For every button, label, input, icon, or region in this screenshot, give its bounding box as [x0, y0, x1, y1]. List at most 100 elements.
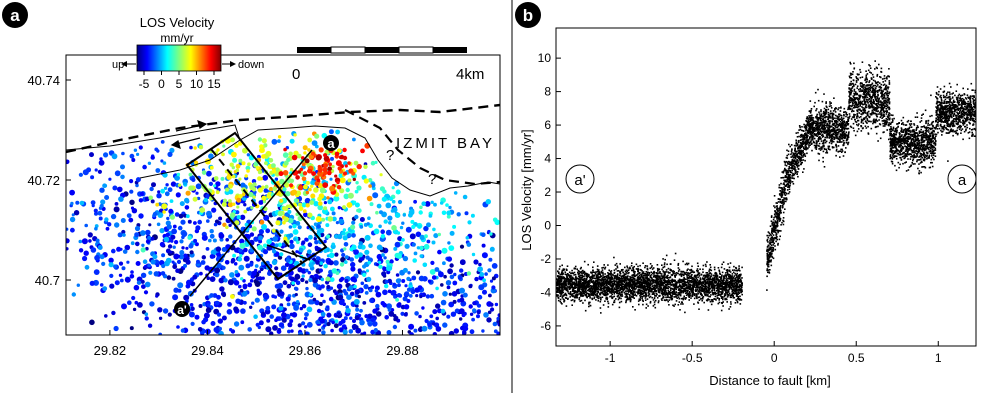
map-point — [233, 262, 238, 266]
map-point — [289, 319, 294, 323]
map-point — [351, 220, 356, 225]
map-point — [259, 219, 265, 225]
map-point — [297, 170, 302, 174]
map-point — [343, 260, 348, 264]
profile-point — [561, 303, 563, 305]
map-point — [230, 212, 236, 218]
map-point — [364, 234, 371, 241]
map-point — [287, 329, 291, 334]
profile-point — [738, 292, 741, 294]
profile-point — [627, 290, 629, 292]
profile-point — [561, 269, 564, 272]
map-point — [277, 135, 282, 139]
map-point — [235, 163, 241, 169]
profile-point — [719, 291, 722, 293]
map-point — [206, 210, 212, 217]
profile-point — [635, 282, 638, 284]
map-point — [138, 145, 143, 150]
map-point — [368, 184, 372, 188]
map-point — [339, 188, 345, 194]
profile-point — [669, 283, 671, 285]
map-point — [283, 236, 288, 241]
profile-point — [667, 286, 670, 288]
profile-point — [569, 287, 572, 290]
profile-point — [720, 297, 723, 299]
profile-point — [707, 298, 709, 300]
map-point — [254, 264, 259, 268]
map-point — [206, 219, 210, 223]
profile-point — [565, 280, 567, 282]
map-point — [130, 206, 135, 210]
profile-point — [663, 291, 666, 293]
map-point — [320, 284, 325, 289]
profile-point — [588, 284, 591, 286]
map-point — [352, 319, 356, 323]
profile-point — [652, 305, 655, 307]
map-point — [314, 133, 320, 139]
map-point — [277, 139, 281, 144]
profile-point — [693, 279, 695, 282]
profile-point — [624, 296, 627, 298]
profile-point — [639, 299, 641, 301]
map-point — [261, 224, 267, 230]
profile-point — [563, 276, 566, 279]
map-point — [397, 236, 403, 242]
profile-point — [593, 261, 595, 263]
map-point — [274, 243, 279, 248]
profile-point — [559, 283, 562, 286]
map-point — [228, 189, 234, 195]
profile-point — [604, 293, 606, 295]
map-point — [102, 286, 108, 291]
profile-point — [662, 283, 664, 285]
profile-point — [658, 276, 661, 278]
map-point — [217, 318, 223, 324]
map-point — [256, 290, 262, 296]
map-point — [329, 185, 336, 192]
profile-point — [602, 292, 604, 295]
map-point — [234, 220, 240, 226]
profile-point — [599, 286, 602, 288]
map-point — [222, 144, 226, 148]
map-point — [275, 220, 281, 226]
profile-point — [720, 295, 722, 297]
profile-point — [699, 280, 702, 282]
profile-point — [590, 279, 593, 281]
map-point — [145, 229, 151, 236]
profile-point — [627, 281, 630, 284]
map-point — [442, 291, 448, 297]
profile-point — [558, 272, 560, 275]
map-point — [174, 240, 179, 245]
profile-point — [599, 273, 602, 276]
map-point — [166, 216, 170, 221]
map-point — [308, 234, 313, 240]
profile-point — [722, 297, 724, 299]
profile-point — [578, 296, 581, 299]
map-point — [99, 187, 105, 193]
map-point — [401, 238, 405, 242]
map-point — [302, 209, 307, 214]
map-point — [258, 200, 264, 205]
profile-point — [564, 271, 567, 273]
map-point — [240, 277, 244, 281]
profile-point — [596, 282, 598, 285]
map-point — [269, 331, 274, 335]
profile-point — [740, 291, 742, 294]
map-point — [425, 294, 431, 299]
profile-point — [647, 274, 650, 276]
map-point — [266, 318, 271, 323]
profile-point — [601, 296, 604, 298]
profile-point — [702, 278, 704, 281]
map-point — [117, 232, 123, 238]
profile-point — [574, 273, 577, 276]
map-point — [429, 269, 436, 275]
map-point — [432, 309, 438, 315]
profile-point — [635, 287, 637, 290]
map-point — [315, 259, 320, 265]
map-point — [326, 196, 330, 200]
map-point — [358, 313, 362, 318]
map-point — [468, 304, 473, 309]
map-point — [494, 302, 499, 307]
profile-point — [662, 293, 665, 295]
profile-point — [729, 262, 732, 264]
